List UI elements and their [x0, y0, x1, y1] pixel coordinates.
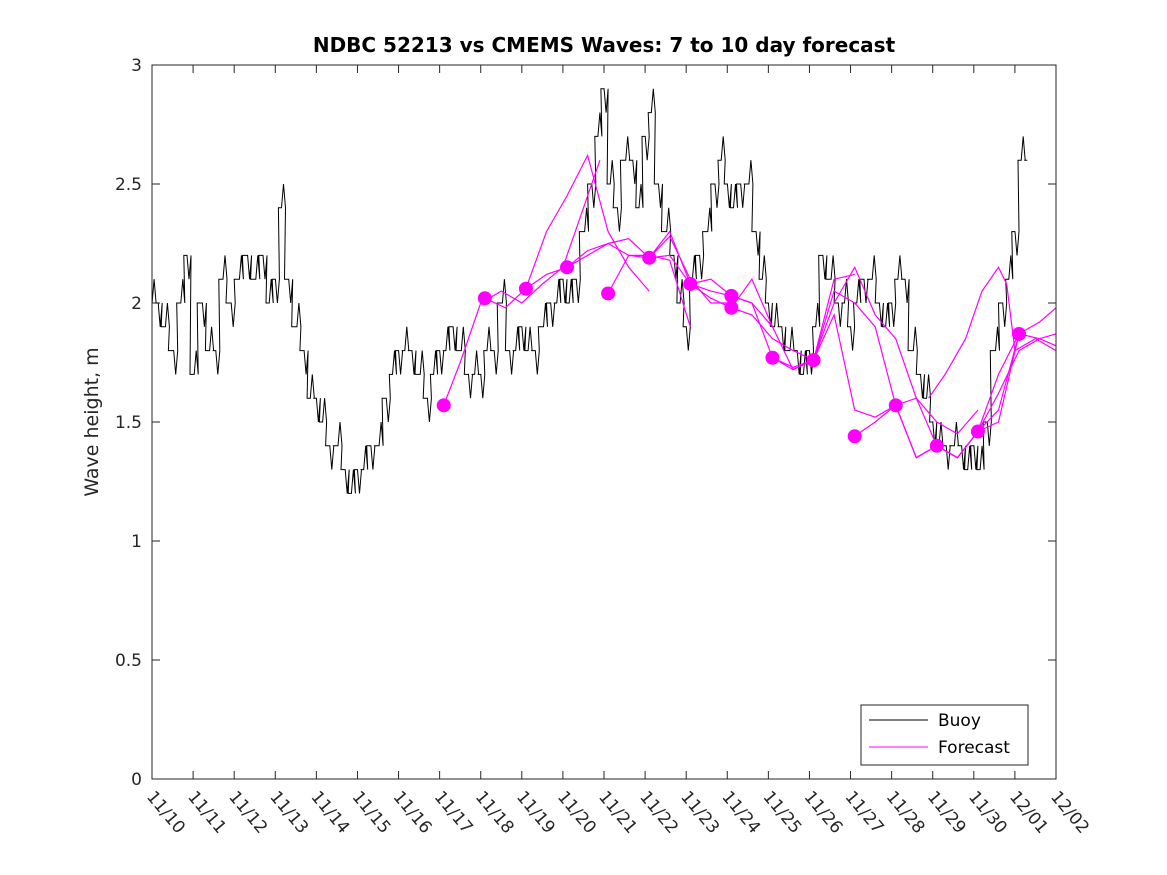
legend: Buoy Forecast — [860, 704, 1029, 766]
y-tick-label: 2.5 — [115, 175, 142, 195]
forecast-marker — [970, 424, 985, 439]
forecast-marker — [560, 260, 575, 275]
forecast-marker — [888, 398, 903, 413]
forecast-run-line — [443, 160, 601, 406]
forecast-marker — [642, 250, 657, 265]
forecast-marker — [1012, 326, 1027, 341]
forecast-run-line — [928, 266, 1057, 399]
plot-frame — [151, 64, 1057, 780]
forecast-marker — [806, 353, 821, 368]
y-tick-label: 0.5 — [115, 651, 142, 671]
forecast-marker — [724, 288, 739, 303]
y-tick-label: 0 — [131, 770, 142, 790]
forecast-marker — [518, 281, 533, 296]
forecast-marker — [724, 300, 739, 315]
legend-buoy-label: Buoy — [938, 711, 981, 731]
legend-forecast-label: Forecast — [938, 738, 1010, 758]
forecast-run-line — [813, 265, 979, 435]
forecast-run-line — [936, 333, 1057, 459]
forecast-marker — [477, 291, 492, 306]
legend-box — [860, 704, 1029, 766]
forecast-marker — [683, 276, 698, 291]
axis-ticks — [151, 64, 1057, 780]
buoy-line — [151, 88, 1028, 494]
forecast-marker — [847, 429, 862, 444]
y-tick-label: 2 — [131, 294, 142, 314]
y-tick-labels: 0 0.5 1 1.5 2 2.5 3 — [115, 56, 142, 790]
buoy-series — [151, 88, 1028, 494]
forecast-marker — [436, 398, 451, 413]
forecast-marker — [601, 286, 616, 301]
y-tick-label: 1.5 — [115, 413, 142, 433]
forecast-run-line — [484, 153, 650, 309]
y-axis-label: Wave height, m — [81, 347, 103, 496]
plot-area — [152, 65, 1056, 779]
forecast-markers — [436, 250, 1027, 453]
y-tick-label: 3 — [131, 56, 142, 76]
forecast-marker — [765, 350, 780, 365]
forecast-marker — [929, 438, 944, 453]
y-tick-label: 1 — [131, 532, 142, 552]
chart-title: NDBC 52213 vs CMEMS Waves: 7 to 10 day f… — [313, 33, 896, 57]
